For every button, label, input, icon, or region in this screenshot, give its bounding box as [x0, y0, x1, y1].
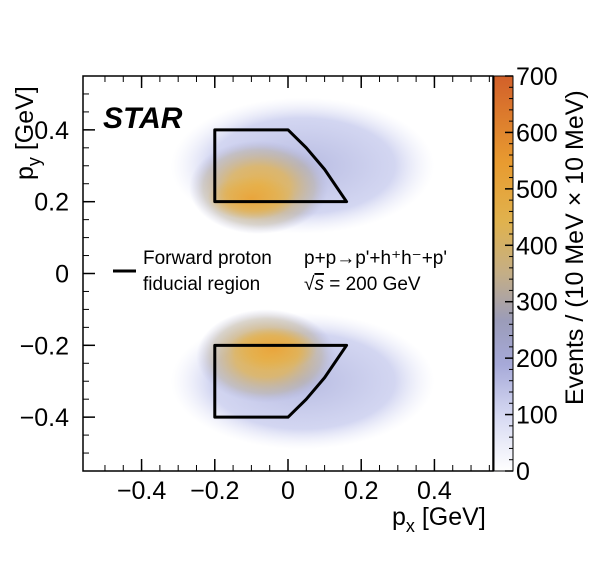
y-axis-title: py [GeV]	[11, 86, 44, 180]
heatmap-area	[170, 97, 435, 450]
legend: Forward proton fiducial region	[113, 248, 272, 295]
energy-label: √s = 200 GeV	[304, 274, 421, 295]
legend-entry-line2: fiducial region	[143, 274, 260, 295]
x-tick-label: 0.2	[344, 477, 379, 505]
fiducial-region-upper	[213, 128, 349, 204]
experiment-logo: STAR	[103, 102, 183, 135]
z-tick-label: 0	[516, 458, 530, 486]
y-axis-title-unit: [GeV]	[11, 86, 39, 157]
density-upper-peak	[207, 176, 296, 220]
y-tick-label: −0.4	[20, 404, 69, 432]
x-tick-label: −0.2	[190, 477, 239, 505]
x-tick-label: 0.4	[417, 477, 452, 505]
energy-value: = 200 GeV	[324, 274, 421, 295]
colorbar	[493, 75, 514, 472]
x-axis: −0.4 −0.2 0 0.2 0.4	[104, 76, 490, 505]
y-tick-label: 0	[55, 261, 69, 289]
x-axis-title-subscript: x	[406, 516, 415, 536]
colorbar-axis: 700 600 500 400 300 200 100 0	[505, 63, 558, 486]
x-tick-label: −0.4	[117, 477, 166, 505]
z-tick-label: 600	[516, 119, 558, 147]
process-annotation: p+p→p'+h⁺h⁻+p' √s = 200 GeV	[304, 248, 447, 295]
colorbar-title: Events / (10 MeV × 10 MeV)	[561, 90, 589, 405]
x-axis-title-symbol: p	[392, 503, 406, 531]
x-axis-title-unit: [GeV]	[415, 503, 486, 531]
x-axis-title: px [GeV]	[392, 503, 486, 536]
legend-entry-line1: Forward proton	[143, 248, 272, 269]
y-axis-title-symbol: p	[11, 166, 39, 180]
x-tick-label: 0	[281, 477, 295, 505]
density-lower-peak	[229, 327, 318, 371]
process-label: p+p→p'+h⁺h⁻+p'	[304, 248, 447, 269]
z-tick-label: 700	[516, 63, 558, 91]
z-tick-label: 500	[516, 176, 558, 204]
z-tick-label: 200	[516, 345, 558, 373]
y-axis: 0.4 0.2 0 −0.2 −0.4	[20, 75, 95, 472]
z-tick-label: 400	[516, 232, 558, 260]
energy-variable: s	[314, 274, 324, 295]
sqrt-symbol: √	[304, 274, 315, 295]
y-axis-title-subscript: y	[24, 157, 44, 166]
fiducial-region-lower	[213, 343, 349, 419]
fiducial-regions	[213, 128, 349, 419]
y-tick-label: −0.2	[20, 332, 69, 360]
y-tick-label: 0.4	[34, 117, 69, 145]
y-tick-label: 0.2	[34, 189, 69, 217]
z-tick-label: 100	[516, 402, 558, 430]
z-tick-label: 300	[516, 289, 558, 317]
